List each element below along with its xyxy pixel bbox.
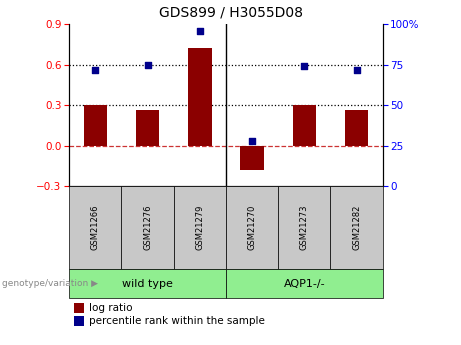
Bar	[188, 49, 212, 146]
Text: wild type: wild type	[122, 279, 173, 289]
Text: GSM21270: GSM21270	[248, 205, 256, 250]
Text: GSM21282: GSM21282	[352, 205, 361, 250]
Text: GSM21279: GSM21279	[195, 205, 204, 250]
Text: percentile rank within the sample: percentile rank within the sample	[89, 316, 266, 326]
Bar	[345, 110, 368, 146]
Point	[144, 62, 151, 68]
Bar	[136, 110, 159, 146]
Text: GSM21266: GSM21266	[91, 205, 100, 250]
Point	[353, 67, 360, 72]
Text: log ratio: log ratio	[89, 303, 133, 313]
Text: genotype/variation ▶: genotype/variation ▶	[2, 279, 98, 288]
Text: GSM21276: GSM21276	[143, 205, 152, 250]
Point	[92, 67, 99, 72]
Point	[196, 28, 203, 33]
Text: GSM21273: GSM21273	[300, 205, 309, 250]
Bar	[83, 105, 107, 146]
Point	[248, 138, 256, 144]
Bar	[292, 105, 316, 146]
Text: GDS899 / H3055D08: GDS899 / H3055D08	[159, 5, 302, 19]
Point	[301, 63, 308, 69]
Bar	[240, 146, 264, 170]
Text: AQP1-/-: AQP1-/-	[284, 279, 325, 289]
